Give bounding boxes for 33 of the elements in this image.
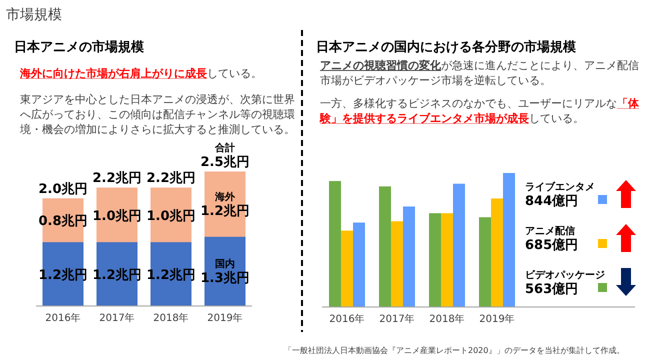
x-tick-label: 2017年	[379, 313, 415, 325]
text: 685億円	[525, 237, 578, 253]
total-label: 2.2兆円	[92, 171, 142, 186]
text: 844億円	[525, 193, 578, 209]
total-label: 2.2兆円	[146, 171, 196, 186]
text: 海外に向けた市場が右肩上がりに成長している。	[20, 67, 262, 80]
total-label: 2.0兆円	[38, 182, 88, 197]
x-tick-label: 2019年	[207, 312, 243, 324]
data-label: 1.0兆円	[146, 208, 196, 224]
text: アニメ配信	[525, 225, 575, 237]
x-tick-label: 2016年	[45, 312, 81, 324]
x-tick-label: 2017年	[99, 312, 135, 324]
data-label: 1.2兆円	[200, 204, 250, 220]
x-tick-label: 2016年	[329, 313, 365, 325]
x-tick-label: 2019年	[479, 313, 515, 325]
text: ビデオパッケージ	[525, 269, 605, 281]
series-label: 国内	[215, 258, 235, 270]
text: 市場規模	[6, 7, 62, 23]
text: 「一般社団法人日本動画協会『アニメ産業レポート2020』」のデータを当社が集計して作成。	[284, 346, 624, 355]
x-tick-label: 2018年	[153, 312, 189, 324]
annotation: 合計	[214, 142, 235, 154]
x-tick-label: 2018年	[429, 313, 465, 325]
total-label: 2.5兆円	[200, 155, 250, 170]
text: 563億円	[525, 281, 578, 297]
text: 一方、多様化するビジネスのなかでも、ユーザーにリアルな「体験」を提供するライブエンタメ市場が成長している。	[320, 97, 639, 125]
series-label: 海外	[214, 191, 236, 204]
chart-title: 日本アニメの国内における各分野の市場規模	[316, 40, 576, 55]
data-label: 0.8兆円	[38, 214, 88, 230]
chart-title: 日本アニメの市場規模	[14, 40, 144, 55]
data-label: 1.0兆円	[92, 208, 142, 224]
text: アニメの視聴習慣の変化が急速に進んだことにより、アニメ配信市場がビデオパッケージ市場を逆転している。	[320, 59, 639, 87]
text: 東アジアを中心とした日本アニメの浸透が、次第に世界へ広がっており、この傾向は配信チャンネル等の視聴環境・機会の増加によりさらに拡大すると推測している。	[20, 93, 295, 136]
series-label: ライブエンタメ	[525, 181, 595, 193]
